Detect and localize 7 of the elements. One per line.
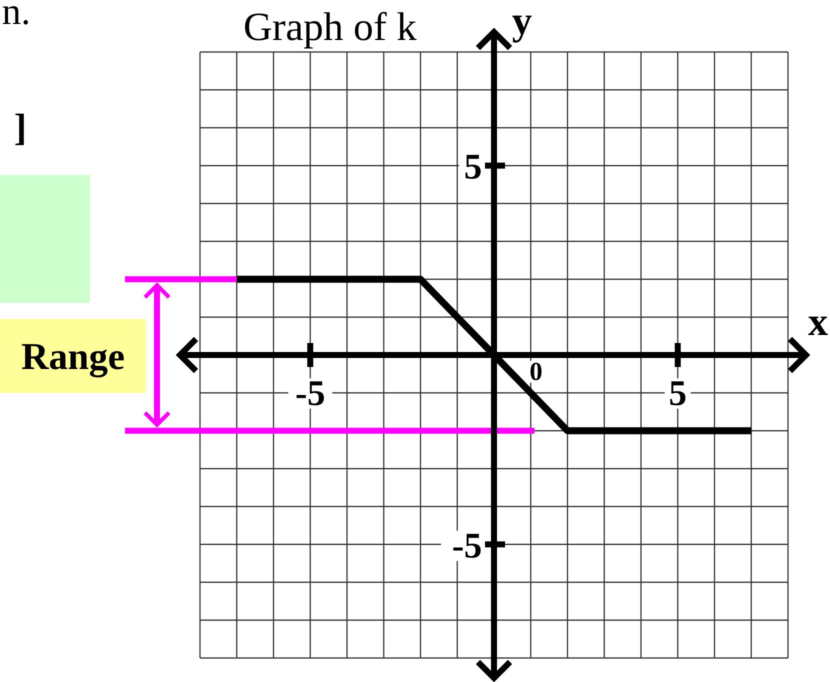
annotation: 0 bbox=[530, 357, 542, 386]
text: ] bbox=[14, 107, 27, 149]
y-axis-title: y bbox=[512, 0, 532, 43]
chart-title: Graph of k bbox=[243, 4, 417, 49]
text: Range bbox=[21, 336, 125, 378]
text: n. bbox=[2, 0, 30, 33]
x-axis-title: x bbox=[808, 299, 828, 344]
